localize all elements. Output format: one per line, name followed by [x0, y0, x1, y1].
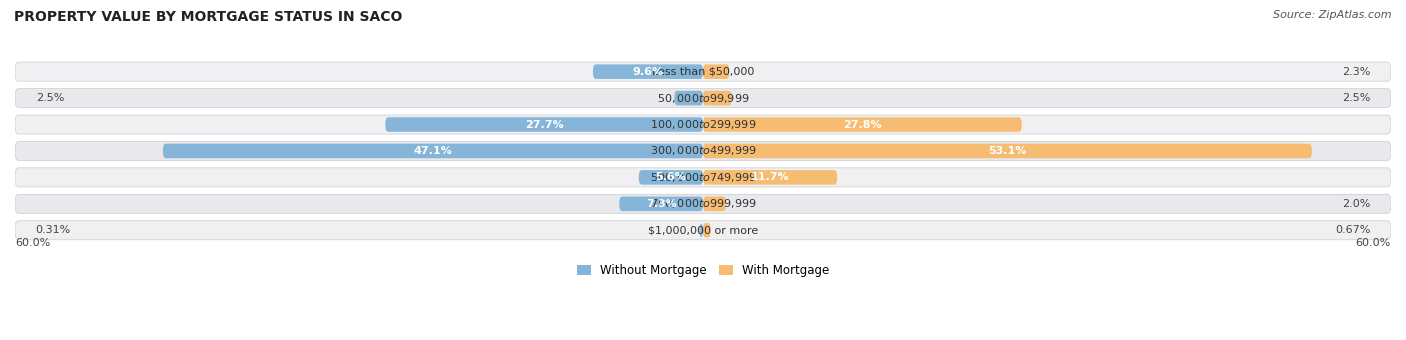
- FancyBboxPatch shape: [385, 117, 703, 132]
- FancyBboxPatch shape: [15, 141, 1391, 160]
- Text: $100,000 to $299,999: $100,000 to $299,999: [650, 118, 756, 131]
- Text: 2.5%: 2.5%: [1341, 93, 1371, 103]
- FancyBboxPatch shape: [15, 221, 1391, 240]
- Text: 5.6%: 5.6%: [655, 172, 686, 182]
- Text: 60.0%: 60.0%: [15, 238, 51, 248]
- Text: Less than $50,000: Less than $50,000: [652, 67, 754, 76]
- Text: $50,000 to $99,999: $50,000 to $99,999: [657, 91, 749, 105]
- Text: 53.1%: 53.1%: [988, 146, 1026, 156]
- Text: 9.6%: 9.6%: [633, 67, 664, 76]
- FancyBboxPatch shape: [15, 115, 1391, 134]
- FancyBboxPatch shape: [638, 170, 703, 185]
- FancyBboxPatch shape: [703, 64, 730, 79]
- Text: $1,000,000 or more: $1,000,000 or more: [648, 225, 758, 235]
- FancyBboxPatch shape: [703, 117, 1022, 132]
- FancyBboxPatch shape: [703, 197, 725, 211]
- Text: $300,000 to $499,999: $300,000 to $499,999: [650, 144, 756, 157]
- Text: 2.3%: 2.3%: [1341, 67, 1371, 76]
- FancyBboxPatch shape: [15, 89, 1391, 107]
- Text: 60.0%: 60.0%: [1355, 238, 1391, 248]
- Legend: Without Mortgage, With Mortgage: Without Mortgage, With Mortgage: [572, 260, 834, 282]
- Text: $500,000 to $749,999: $500,000 to $749,999: [650, 171, 756, 184]
- Text: 27.7%: 27.7%: [524, 120, 564, 130]
- FancyBboxPatch shape: [703, 223, 710, 238]
- Text: 47.1%: 47.1%: [413, 146, 453, 156]
- FancyBboxPatch shape: [703, 170, 837, 185]
- FancyBboxPatch shape: [619, 197, 703, 211]
- Text: PROPERTY VALUE BY MORTGAGE STATUS IN SACO: PROPERTY VALUE BY MORTGAGE STATUS IN SAC…: [14, 10, 402, 24]
- Text: 2.5%: 2.5%: [35, 93, 65, 103]
- Text: $750,000 to $999,999: $750,000 to $999,999: [650, 197, 756, 210]
- FancyBboxPatch shape: [15, 62, 1391, 81]
- FancyBboxPatch shape: [15, 194, 1391, 213]
- FancyBboxPatch shape: [703, 91, 731, 105]
- FancyBboxPatch shape: [163, 144, 703, 158]
- Text: 2.0%: 2.0%: [1341, 199, 1371, 209]
- Text: 27.8%: 27.8%: [844, 120, 882, 130]
- Text: Source: ZipAtlas.com: Source: ZipAtlas.com: [1274, 10, 1392, 20]
- Text: 0.31%: 0.31%: [35, 225, 70, 235]
- Text: 0.67%: 0.67%: [1334, 225, 1371, 235]
- Text: 11.7%: 11.7%: [751, 172, 789, 182]
- FancyBboxPatch shape: [699, 223, 703, 238]
- Text: 7.3%: 7.3%: [645, 199, 676, 209]
- FancyBboxPatch shape: [15, 168, 1391, 187]
- FancyBboxPatch shape: [593, 64, 703, 79]
- FancyBboxPatch shape: [703, 144, 1312, 158]
- FancyBboxPatch shape: [675, 91, 703, 105]
